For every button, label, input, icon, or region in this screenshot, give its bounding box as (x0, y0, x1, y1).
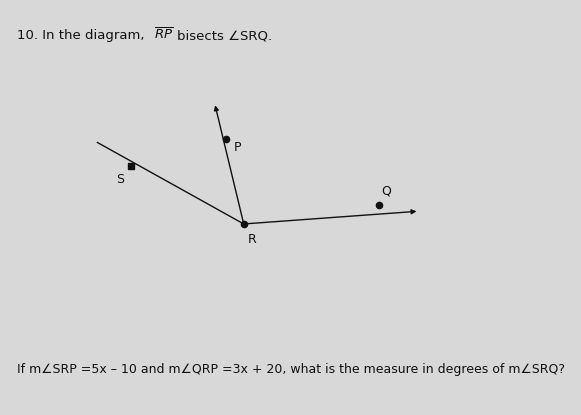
Text: Q: Q (381, 185, 391, 198)
Text: $\overline{RP}$: $\overline{RP}$ (154, 27, 173, 42)
Text: 10. In the diagram,: 10. In the diagram, (17, 29, 145, 42)
Text: P: P (234, 141, 241, 154)
Text: bisects ∠SRQ.: bisects ∠SRQ. (177, 29, 272, 42)
Text: If m∠SRP =5x – 10 and m∠QRP =3x + 20, what is the measure in degrees of m∠SRQ?: If m∠SRP =5x – 10 and m∠QRP =3x + 20, wh… (17, 363, 565, 376)
Text: S: S (116, 173, 124, 186)
Text: R: R (248, 233, 256, 246)
